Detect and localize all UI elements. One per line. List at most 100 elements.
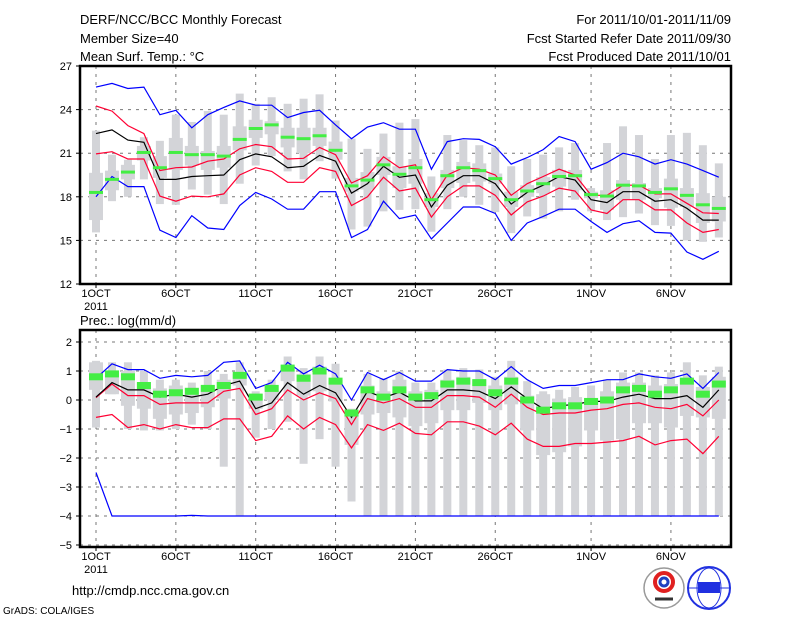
green-marker	[504, 377, 519, 385]
range-box-inner	[663, 178, 678, 208]
green-marker	[248, 393, 263, 401]
figure-title: DERF/NCC/BCC Monthly Forecast	[80, 12, 282, 27]
range-box-outer	[682, 132, 691, 241]
range-box-outer	[507, 360, 516, 516]
green-marker	[424, 198, 439, 202]
green-marker	[616, 183, 631, 187]
range-box-inner	[600, 391, 615, 441]
green-marker	[408, 393, 423, 401]
range-box-outer	[634, 135, 643, 214]
green-marker	[296, 374, 311, 382]
y-tick-label: −2	[59, 453, 72, 465]
green-marker	[488, 177, 503, 181]
precip-panel-label: Prec.: log(mm/d)	[80, 313, 176, 328]
grads-credit: GrADS: COLA/IGES	[3, 606, 94, 617]
green-marker	[568, 174, 583, 178]
green-marker	[631, 384, 646, 392]
range-box-inner	[472, 163, 487, 182]
x-tick-label: 11OCT	[238, 551, 273, 563]
ncc-logo	[687, 566, 731, 610]
series-line-mean-sd	[95, 105, 719, 215]
x-tick-label: 6OCT	[161, 551, 191, 563]
y-tick-label: 1	[66, 366, 72, 378]
x-tick-label: 6NOV	[656, 288, 687, 300]
x-tick-label: 11OCT	[238, 288, 273, 300]
green-marker	[136, 150, 151, 154]
range-box-inner	[663, 384, 678, 428]
series-line-max	[95, 82, 720, 178]
green-marker	[89, 373, 103, 381]
source-url[interactable]: http://cmdp.ncc.cma.gov.cn	[72, 583, 229, 598]
green-marker	[392, 172, 407, 176]
range-box-outer	[443, 369, 452, 516]
range-box-outer	[411, 382, 420, 516]
range-box-inner	[679, 188, 694, 207]
green-marker	[711, 380, 726, 388]
green-marker	[392, 386, 407, 394]
range-box-outer	[379, 378, 388, 516]
range-box-outer	[619, 126, 628, 218]
green-marker	[232, 371, 247, 379]
range-box-outer	[714, 366, 723, 516]
range-box-outer	[427, 382, 436, 516]
y-tick-label: −5	[59, 540, 72, 552]
series-line-mean	[95, 380, 720, 419]
green-marker	[296, 137, 311, 141]
green-marker	[536, 406, 551, 414]
x-tick-label: 21OCT	[398, 551, 434, 563]
range-box-outer	[523, 381, 532, 516]
green-marker	[695, 203, 710, 207]
y-tick-label: −3	[59, 482, 72, 494]
range-box-outer	[315, 356, 324, 440]
green-marker	[360, 386, 375, 394]
series-line-min	[95, 175, 720, 260]
member-size: Member Size=40	[80, 31, 179, 46]
green-marker	[232, 137, 247, 141]
bcc-logo	[643, 567, 685, 609]
y-tick-label: 0	[66, 395, 72, 407]
green-marker	[663, 386, 678, 394]
y-tick-label: 18	[60, 192, 72, 204]
range-box-inner	[568, 397, 583, 447]
green-marker	[120, 170, 135, 174]
green-marker	[552, 174, 567, 178]
green-marker	[568, 402, 583, 410]
green-marker	[328, 148, 343, 152]
range-box-inner	[328, 379, 343, 402]
range-box-outer	[331, 363, 340, 467]
green-marker	[647, 390, 662, 398]
green-marker	[360, 178, 375, 182]
green-marker	[440, 380, 455, 388]
green-marker	[552, 402, 567, 410]
range-box-outer	[619, 372, 628, 516]
green-marker	[184, 153, 199, 157]
green-marker	[248, 126, 263, 130]
range-box-outer	[555, 389, 564, 516]
green-marker	[408, 166, 423, 170]
green-marker	[120, 373, 135, 381]
series-line-mean-sd	[95, 383, 720, 426]
green-marker	[600, 194, 615, 198]
range-box-outer	[315, 94, 324, 162]
green-marker	[520, 396, 535, 404]
y-tick-label: 27	[60, 61, 72, 73]
range-box-inner	[600, 190, 615, 210]
green-marker	[89, 190, 103, 194]
y-tick-label: 12	[60, 279, 72, 291]
green-marker	[216, 382, 231, 389]
forecast-produced-date: Fcst Produced Date 2011/10/01	[548, 49, 731, 64]
range-box-outer	[475, 369, 484, 516]
green-marker	[264, 123, 279, 127]
green-marker	[695, 390, 710, 398]
x-tick-label: 6OCT	[161, 288, 191, 300]
range-box-outer	[634, 372, 643, 516]
y-tick-label: 15	[60, 235, 72, 247]
y-tick-label: −1	[59, 424, 72, 436]
green-marker	[679, 193, 694, 197]
range-box-outer	[491, 376, 500, 516]
range-box-outer	[587, 385, 596, 516]
series-line-mean-sd	[95, 151, 719, 234]
range-box-inner	[296, 127, 311, 154]
